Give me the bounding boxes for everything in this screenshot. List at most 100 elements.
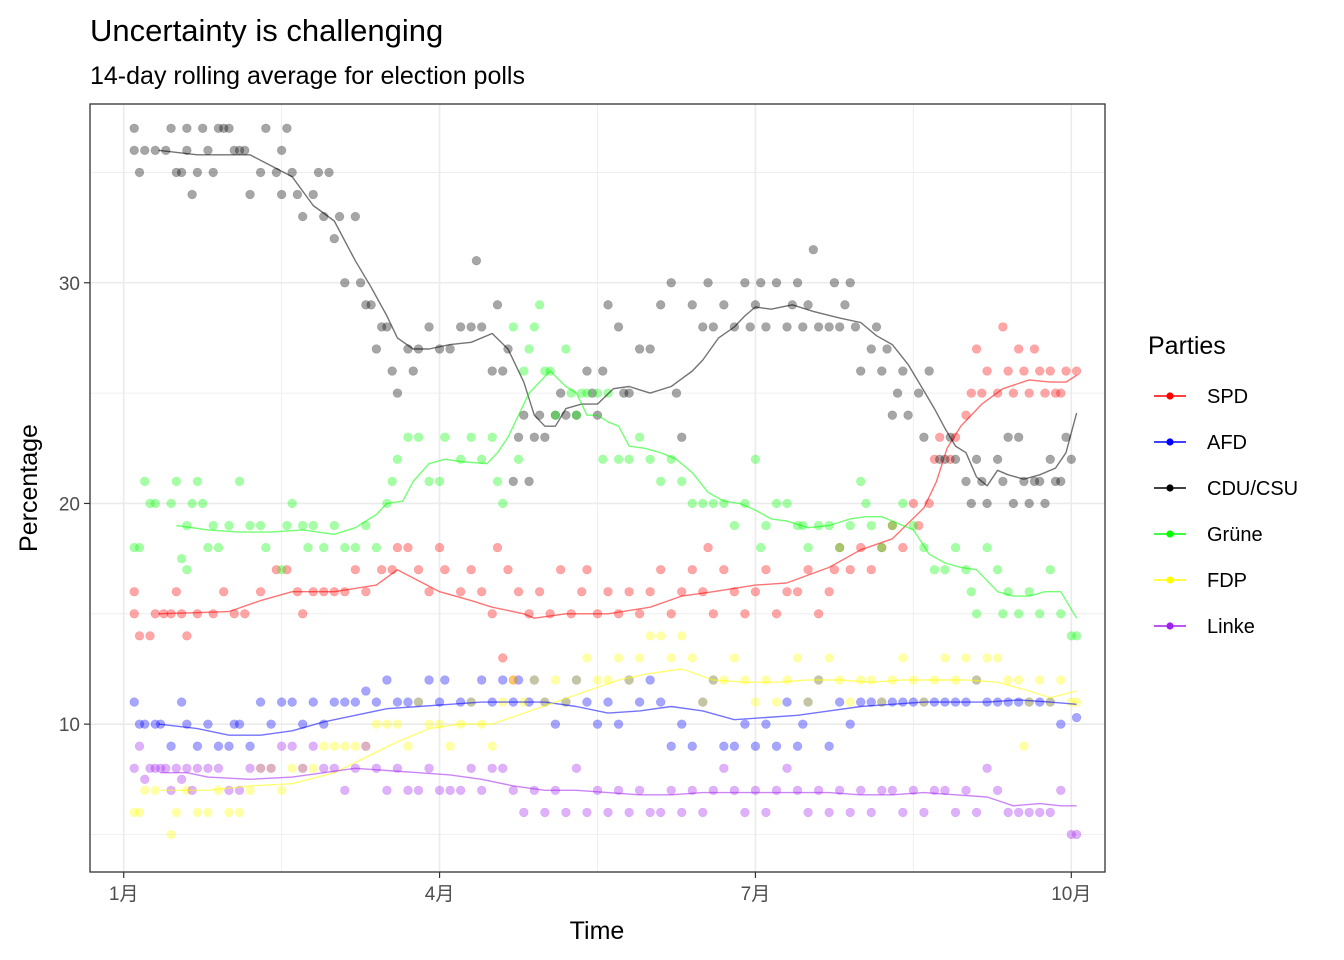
poll-point-cdu-csu [219,123,229,133]
poll-point-cdu-csu [824,322,834,332]
poll-point-gr-ne [613,454,624,465]
poll-point-linke [740,807,750,818]
legend-label: Linke [1207,616,1255,638]
legend-label: AFD [1207,432,1247,454]
poll-point-spd [782,587,792,597]
poll-point-gr-ne [466,432,476,442]
poll-point-spd [282,564,292,575]
poll-point-cdu-csu [508,476,518,487]
poll-point-cdu-csu [1008,498,1019,509]
poll-point-cdu-csu [361,300,371,310]
poll-point-spd [171,587,182,597]
poll-point-cdu-csu [803,300,813,310]
poll-point-gr-ne [645,454,655,465]
poll-point-fdp [856,675,866,685]
poll-point-linke [413,785,424,796]
poll-point-gr-ne [403,432,413,442]
poll-point-spd [1013,344,1024,354]
poll-point-cdu-csu [919,432,929,442]
poll-point-spd [613,609,624,619]
poll-point-cdu-csu [634,344,645,354]
poll-point-gr-ne [577,388,587,398]
poll-point-cdu-csu [392,388,403,398]
poll-point-linke [213,763,224,773]
poll-point-fdp [1003,675,1013,685]
poll-point-spd [208,609,218,619]
poll-point-spd [255,587,266,597]
poll-point-gr-ne [182,564,192,575]
poll-point-cdu-csu [166,123,176,133]
poll-point-fdp [255,763,266,773]
poll-point-gr-ne [213,542,224,553]
poll-point-linke [171,763,182,773]
poll-point-cdu-csu [171,167,182,178]
poll-point-cdu-csu [740,278,750,288]
poll-point-spd [1008,388,1019,398]
poll-point-fdp [992,653,1003,663]
poll-point-cdu-csu [624,388,634,398]
poll-point-linke [308,741,318,751]
poll-point-fdp [1035,675,1045,685]
poll-point-linke [150,763,160,773]
poll-point-spd [634,609,645,619]
poll-point-cdu-csu [587,388,597,398]
poll-point-fdp [898,653,908,663]
y-tick-label: 10 [59,715,80,736]
poll-point-fdp [982,653,992,663]
poll-point-linke [898,807,908,818]
poll-point-afd [613,719,624,729]
rolling-line-afd [158,699,1077,736]
poll-point-cdu-csu [476,322,487,332]
poll-point-gr-ne [182,520,192,531]
poll-point-cdu-csu [282,123,292,133]
poll-point-cdu-csu [529,432,540,442]
poll-point-spd [934,432,945,442]
poll-point-gr-ne [861,498,871,509]
poll-point-linke [750,785,761,796]
poll-point-cdu-csu [582,366,592,376]
poll-point-fdp [319,741,329,751]
poll-point-spd [750,587,761,597]
poll-point-afd [582,697,592,707]
poll-point-spd [1050,388,1061,398]
poll-point-cdu-csu [877,366,887,376]
poll-point-spd [740,609,750,619]
poll-point-cdu-csu [197,123,208,133]
poll-point-linke [182,763,192,773]
poll-point-afd [719,741,729,751]
poll-point-cdu-csu [271,167,282,178]
poll-point-gr-ne [413,432,424,442]
poll-point-gr-ne [1035,609,1045,619]
poll-point-gr-ne [782,498,792,509]
poll-point-gr-ne [150,498,160,509]
rolling-line-cdu-csu [158,149,1078,487]
poll-point-gr-ne [966,587,976,597]
legend-label: Grüne [1207,524,1263,546]
poll-point-afd [698,697,708,707]
poll-point-fdp [677,631,687,641]
poll-point-gr-ne [329,520,339,531]
legend-key-point [1166,392,1174,400]
poll-point-cdu-csu [677,432,687,442]
poll-point-cdu-csu [297,211,308,222]
poll-point-afd [266,719,276,729]
poll-point-cdu-csu [745,322,755,332]
poll-point-afd [350,697,361,707]
poll-point-gr-ne [561,344,571,354]
poll-point-afd [666,741,676,751]
poll-point-gr-ne [877,542,887,553]
poll-point-fdp [529,675,540,685]
legend-key-point [1166,438,1174,446]
poll-point-gr-ne [1045,564,1055,575]
poll-point-cdu-csu [187,189,197,200]
legend-label: FDP [1207,570,1247,592]
poll-point-gr-ne [287,498,297,509]
poll-point-cdu-csu [887,410,898,420]
poll-point-gr-ne [203,542,213,553]
poll-point-afd [771,741,782,751]
poll-point-spd [440,564,450,575]
poll-point-spd [492,542,503,553]
poll-point-gr-ne [634,432,645,442]
poll-point-cdu-csu [882,344,892,354]
poll-point-fdp [340,741,350,751]
